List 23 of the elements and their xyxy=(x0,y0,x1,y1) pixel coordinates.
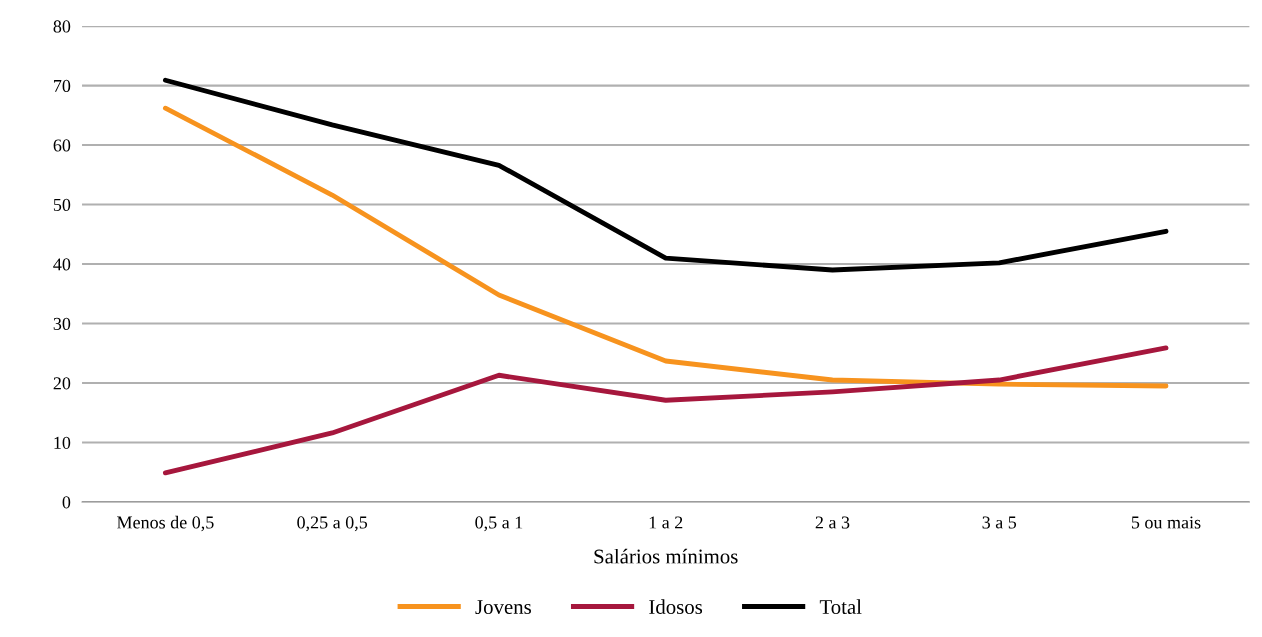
x-tick-label: 0,5 a 1 xyxy=(475,516,523,532)
y-tick-label: 20 xyxy=(53,377,71,390)
line-series xyxy=(162,105,1169,389)
x-tick-label: 1 a 2 xyxy=(649,516,683,529)
y-tick-label: 30 xyxy=(53,317,71,330)
y-tick-label: 70 xyxy=(54,79,71,93)
legend-label: Idosos xyxy=(649,599,703,615)
legend-label: Jovens xyxy=(475,600,531,615)
y-tick-label: 80 xyxy=(53,20,71,33)
line-series xyxy=(162,345,1169,476)
y-tick-label: 60 xyxy=(53,139,71,152)
x-tick-label: 5 ou mais xyxy=(1131,516,1201,529)
y-tick-label: 0 xyxy=(62,496,71,509)
y-tick-label: 50 xyxy=(53,198,71,211)
x-tick-label: Menos de 0,5 xyxy=(117,515,214,532)
x-tick-label: 3 a 5 xyxy=(982,516,1017,529)
x-tick-label: 0,25 a 0,5 xyxy=(297,516,368,532)
y-tick-label: 40 xyxy=(53,258,71,271)
x-axis-title: Salários mínimos xyxy=(594,548,738,564)
line-series xyxy=(162,77,1169,273)
y-tick-label: 10 xyxy=(54,436,71,449)
legend-label: Total xyxy=(819,599,862,615)
x-tick-label: 2 a 3 xyxy=(815,516,850,529)
